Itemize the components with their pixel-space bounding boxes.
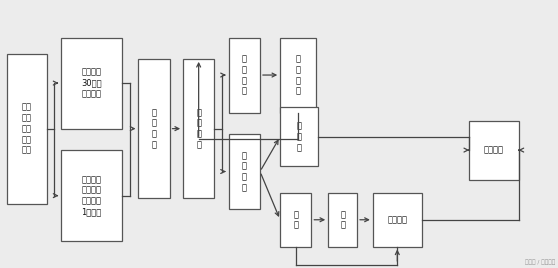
Text: 头条号 / 名路微信: 头条号 / 名路微信	[525, 260, 555, 265]
Text: 受
理: 受 理	[294, 210, 298, 230]
Text: 材
料
不
齐: 材 料 不 齐	[242, 54, 247, 96]
Text: 用人单位
30天内
日出申请: 用人单位 30天内 日出申请	[81, 68, 102, 98]
Text: 作出结论: 作出结论	[387, 215, 407, 224]
FancyBboxPatch shape	[328, 193, 357, 247]
FancyBboxPatch shape	[138, 59, 170, 198]
FancyBboxPatch shape	[373, 193, 422, 247]
FancyBboxPatch shape	[61, 150, 122, 241]
Text: 补
充
材
料: 补 充 材 料	[296, 54, 300, 96]
FancyBboxPatch shape	[61, 38, 122, 129]
Text: 事故
发生
或职
业病
确证: 事故 发生 或职 业病 确证	[22, 103, 32, 155]
FancyBboxPatch shape	[280, 107, 318, 166]
FancyBboxPatch shape	[183, 59, 214, 198]
FancyBboxPatch shape	[229, 134, 260, 209]
Text: 劳动者或
近亲属、
工会组织
1年之内: 劳动者或 近亲属、 工会组织 1年之内	[81, 175, 102, 216]
FancyBboxPatch shape	[280, 38, 316, 113]
FancyBboxPatch shape	[229, 38, 260, 113]
FancyBboxPatch shape	[280, 193, 311, 247]
Text: 行政诉讼: 行政诉讼	[484, 146, 504, 155]
FancyBboxPatch shape	[7, 54, 47, 204]
Text: 调
查: 调 查	[340, 210, 345, 230]
FancyBboxPatch shape	[469, 121, 519, 180]
Text: 材
料
齐
全: 材 料 齐 全	[242, 151, 247, 192]
Text: 不
受
理: 不 受 理	[297, 121, 301, 152]
Text: 受
理
审
查: 受 理 审 查	[196, 108, 201, 149]
Text: 接
收
材
料: 接 收 材 料	[152, 108, 156, 149]
